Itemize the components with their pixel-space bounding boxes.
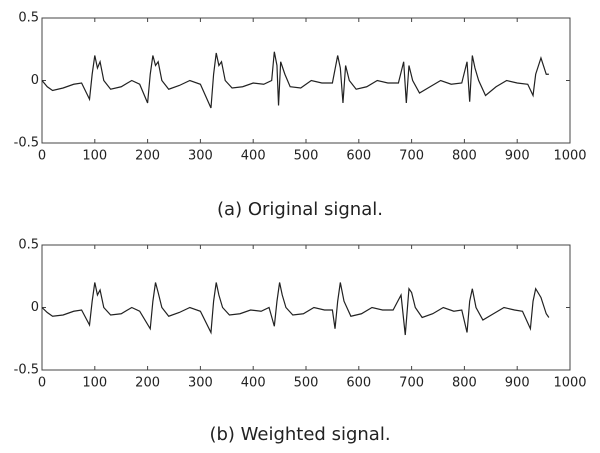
x-tick-label: 200 [135,149,160,164]
x-tick-label: 300 [188,149,213,164]
y-tick-label: 0 [31,300,39,315]
x-tick-label: 800 [452,149,477,164]
plot-frame [41,244,571,371]
x-tick-label: 200 [135,376,160,391]
y-tick-label: -0.5 [14,136,39,151]
signal-line [41,282,550,336]
x-tick-label: 500 [294,376,319,391]
y-tick-label: 0 [31,73,39,88]
x-tick-label: 800 [452,376,477,391]
plot-frame [41,17,571,144]
x-tick-label: 1000 [553,149,586,164]
x-tick-label: 400 [241,376,266,391]
y-tick-label: 0.5 [18,11,39,26]
signal-line [41,51,549,109]
x-tick-label: 600 [346,149,371,164]
x-tick-label: 100 [82,149,107,164]
x-tick-label: 300 [188,376,213,391]
caption: (b) Weighted signal. [209,424,390,445]
x-tick-label: 700 [399,376,424,391]
x-tick-label: 700 [399,149,424,164]
x-tick-label: 500 [294,149,319,164]
x-tick-label: 1000 [553,376,586,391]
y-tick-label: -0.5 [14,363,39,378]
caption: (a) Original signal. [217,199,383,220]
x-tick-label: 0 [38,376,46,391]
x-tick-label: 900 [505,376,530,391]
y-tick-label: 0.5 [18,238,39,253]
x-tick-label: 600 [346,376,371,391]
x-tick-label: 0 [38,149,46,164]
x-tick-label: 100 [82,376,107,391]
x-tick-label: 400 [241,149,266,164]
x-tick-label: 900 [505,149,530,164]
